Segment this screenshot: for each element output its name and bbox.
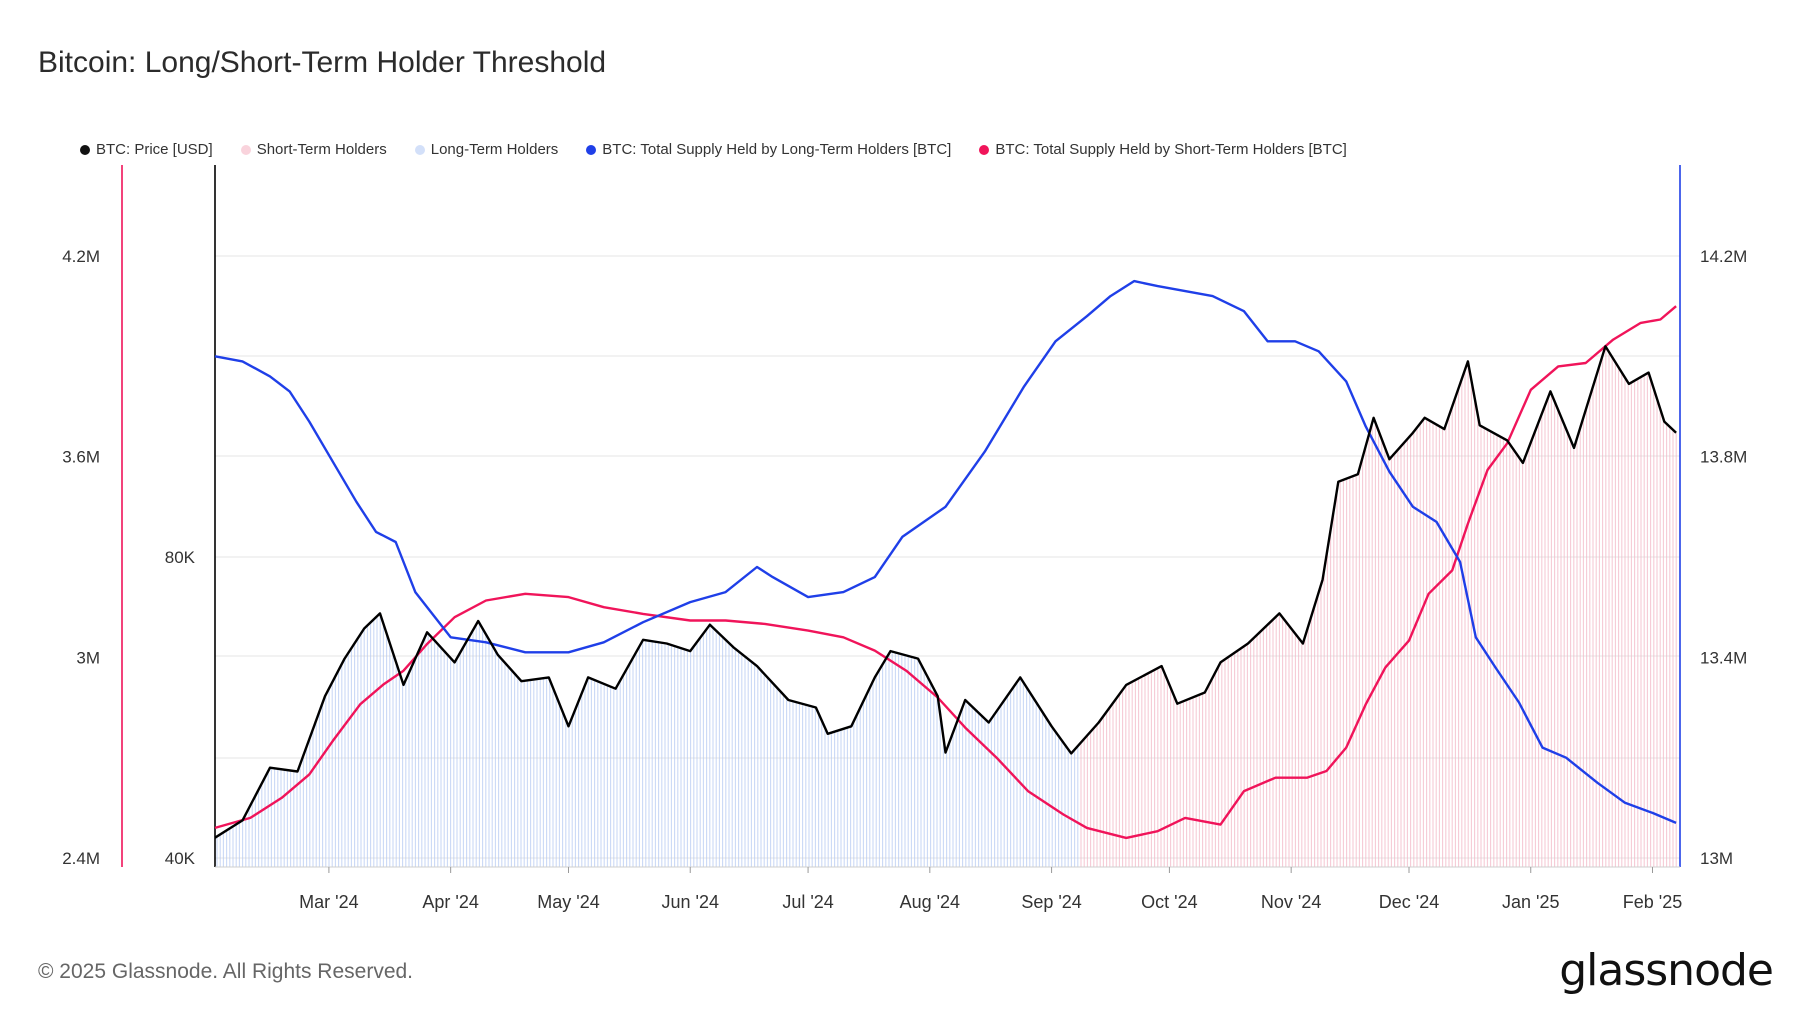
x-axis-tick-label: Jun '24 <box>661 892 718 912</box>
sth-axis-tick-label: 2.4M <box>62 849 100 868</box>
lth-axis-tick-label: 13M <box>1700 849 1733 868</box>
legend-item-sth-supply[interactable]: BTC: Total Supply Held by Short-Term Hol… <box>979 141 1347 158</box>
price-line <box>214 345 1677 839</box>
brand-logo[interactable]: glassnode <box>1559 945 1774 996</box>
x-axis-tick-label: Feb '25 <box>1623 892 1682 912</box>
legend-label: Long-Term Holders <box>430 141 559 158</box>
sth-axis-tick-label: 3M <box>76 648 100 667</box>
holder-zone-fill <box>216 346 1677 867</box>
legend-label: Short-Term Holders <box>256 141 387 158</box>
legend-label: BTC: Total Supply Held by Long-Term Hold… <box>602 141 952 158</box>
legend-item-lth-zone[interactable]: Long-Term Holders <box>414 141 559 158</box>
sth-supply-line <box>214 305 1677 840</box>
price-axis-tick-label: 80K <box>165 548 196 567</box>
x-axis-tick-label: Apr '24 <box>422 892 478 912</box>
legend-label: BTC: Total Supply Held by Short-Term Hol… <box>995 141 1347 158</box>
chart-title: Bitcoin: Long/Short-Term Holder Threshol… <box>38 46 607 79</box>
lth-axis-tick-label: 13.8M <box>1700 448 1747 467</box>
lth-supply-line <box>214 279 1677 825</box>
x-axis-tick-label: Sep '24 <box>1021 892 1082 912</box>
legend: BTC: Price [USD] Short-Term Holders Long… <box>80 141 1347 158</box>
lth-axis-tick-label: 14.2M <box>1700 247 1747 266</box>
legend-label: BTC: Price [USD] <box>96 141 213 158</box>
x-axis-tick-label: Jul '24 <box>782 892 833 912</box>
copyright-footer: © 2025 Glassnode. All Rights Reserved. <box>38 960 414 983</box>
x-axis-tick-label: Aug '24 <box>900 892 961 912</box>
legend-dot-sth-zone <box>240 144 251 155</box>
x-axis-tick-label: Mar '24 <box>299 892 358 912</box>
lth-axis-tick-label: 13.4M <box>1700 648 1747 667</box>
x-axis-tick-label: Nov '24 <box>1261 892 1321 912</box>
legend-dot-sth-supply <box>979 144 990 155</box>
x-axis-tick-label: Dec '24 <box>1379 892 1439 912</box>
x-axis-tick-label: Jan '25 <box>1502 892 1559 912</box>
sth-axis-tick-label: 4.2M <box>62 247 100 266</box>
legend-dot-lth-supply <box>586 144 597 155</box>
legend-item-price[interactable]: BTC: Price [USD] <box>80 141 213 158</box>
x-axis-tick-label: May '24 <box>537 892 599 912</box>
price-axis-tick-label: 40K <box>165 849 196 868</box>
sth-axis-tick-label: 3.6M <box>62 448 100 467</box>
legend-item-sth-zone[interactable]: Short-Term Holders <box>240 141 387 158</box>
legend-item-lth-supply[interactable]: BTC: Total Supply Held by Long-Term Hold… <box>586 141 951 158</box>
legend-dot-lth-zone <box>414 144 425 155</box>
x-axis-tick-label: Oct '24 <box>1141 892 1197 912</box>
legend-dot-price <box>80 144 90 155</box>
